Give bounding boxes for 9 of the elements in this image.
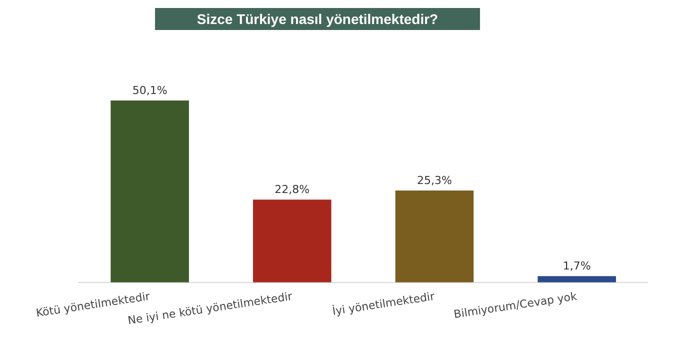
data-label: 50,1%	[132, 84, 168, 97]
data-label: 1,7%	[562, 260, 591, 273]
chart-title: Sizce Türkiye nasıl yönetilmektedir?	[155, 8, 480, 30]
bar	[253, 200, 332, 282]
data-label: 22,8%	[274, 182, 310, 196]
bar	[110, 100, 189, 282]
bar	[538, 276, 616, 282]
data-label: 25,3%	[417, 174, 452, 187]
bar	[395, 190, 474, 282]
